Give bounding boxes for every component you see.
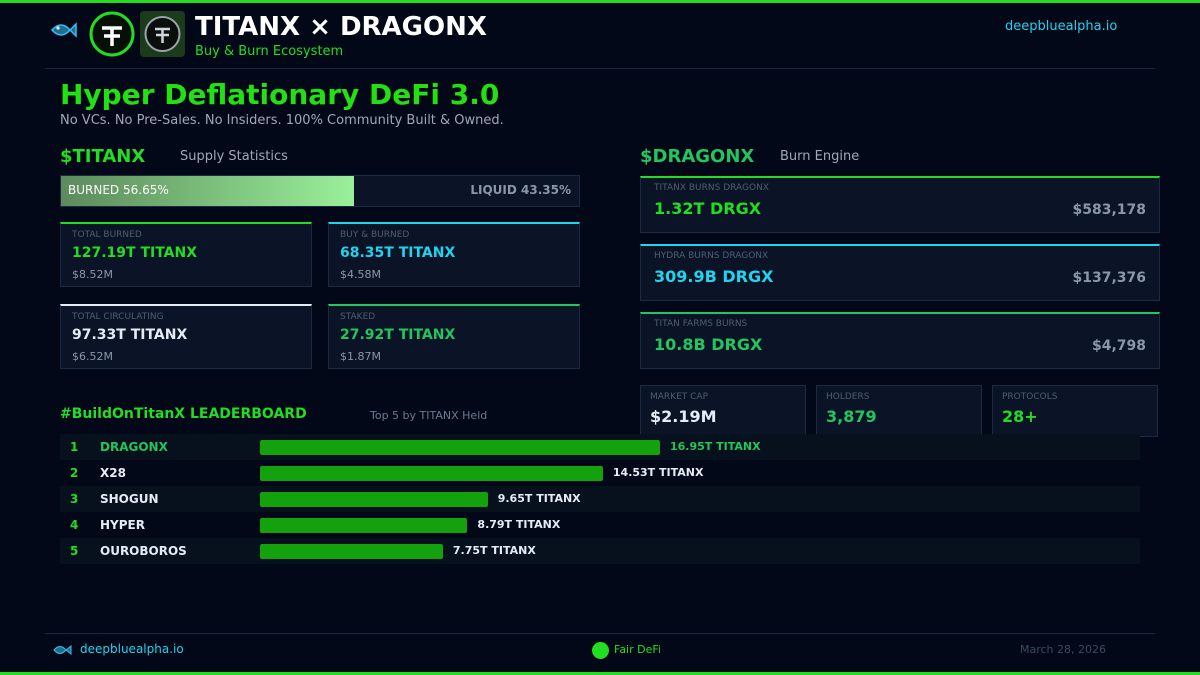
protocol-name: OUROBOROS [100,544,187,558]
burn-label: TITAN FARMS BURNS [654,319,748,329]
metric-label: PROTOCOLS [1002,392,1058,402]
burn-label: TITANX BURNS DRAGONX [654,183,769,193]
protocol-name: HYPER [100,518,145,532]
footer-date: March 28, 2026 [1020,643,1107,656]
rank: 3 [70,492,79,506]
burn-usd: $4,798 [1091,338,1146,354]
bar [260,544,443,559]
metric-value: 3,879 [826,407,877,426]
leaderboard-row: 4 HYPER 8.79T TITANX [60,512,1140,538]
card-value: 27.92T TITANX [340,327,456,343]
metric-card: MARKET CAP $2.19M [640,385,806,437]
footer-site[interactable]: deepbluealpha.io [80,642,184,656]
bar [260,518,468,533]
burn-card: TITAN FARMS BURNS 10.8B DRGX $4,798 [640,312,1160,369]
protocol-name: SHOGUN [100,492,159,506]
leaderboard-title: #BuildOnTitanX LEADERBOARD [60,406,307,422]
metric-value: 28+ [1002,407,1038,426]
segment-name: LIQUID [470,183,517,197]
titanx-heading: $TITANX [60,146,146,167]
fish-icon [50,22,77,38]
leaderboard-row: 3 SHOGUN 9.65T TITANX [60,486,1140,512]
stat-card: TOTAL BURNED 127.19T TITANX $8.52M [60,222,312,287]
metric-card: PROTOCOLS 28+ [992,385,1158,437]
value-label: 9.65T TITANX [497,492,581,505]
titanx-subheading: Supply Statistics [180,149,288,164]
metric-card: HOLDERS 3,879 [816,385,982,437]
burn-card: TITANX BURNS DRAGONX 1.32T DRGX $583,178 [640,176,1160,233]
header-site[interactable]: deepbluealpha.io [1005,19,1118,34]
bottom-border [0,672,1200,675]
stat-card: BUY & BURNED 68.35T TITANX $4.58M [328,222,580,287]
rank: 1 [70,440,79,454]
card-usd: $4.58M [340,268,381,281]
protocol-name: DRAGONX [100,440,168,454]
bar [260,440,660,455]
hero-subtitle: No VCs. No Pre-Sales. No Insiders. 100% … [60,113,504,128]
segment-value: 43.35% [521,183,571,197]
dragonx-heading: $DRAGONX [640,146,755,167]
rank: 2 [70,466,79,480]
card-label: BUY & BURNED [340,230,410,240]
footer-badge: Fair DeFi [614,643,661,656]
burn-value: 309.9B DRGX [654,267,774,286]
value-label: 16.95T TITANX [670,440,761,453]
header-subtitle: Buy & Burn Ecosystem [195,44,344,59]
dragonx-logo [140,11,185,57]
burn-label: HYDRA BURNS DRAGONX [654,251,769,261]
dragonx-subheading: Burn Engine [780,149,860,164]
card-usd: $8.52M [72,268,113,281]
metric-label: HOLDERS [826,392,870,402]
burn-card: HYDRA BURNS DRAGONX 309.9B DRGX $137,376 [640,244,1160,301]
burn-value: 10.8B DRGX [654,335,763,354]
supply-bar: BURNED 56.65% LIQUID 43.35% [60,175,580,207]
bar [260,492,488,507]
card-usd: $1.87M [340,350,381,363]
leaderboard-row: 2 X28 14.53T TITANX [60,460,1140,486]
card-value: 97.33T TITANX [72,327,188,343]
stat-card: TOTAL CIRCULATING 97.33T TITANX $6.52M [60,304,312,369]
bar [260,466,603,481]
card-value: 127.19T TITANX [72,245,198,261]
card-value: 68.35T TITANX [340,245,456,261]
stat-card: STAKED 27.92T TITANX $1.87M [328,304,580,369]
metric-label: MARKET CAP [650,392,708,402]
card-label: TOTAL CIRCULATING [72,312,164,322]
leaderboard-row: 1 DRAGONX 16.95T TITANX [60,434,1140,460]
rank: 5 [70,544,79,558]
burn-usd: $583,178 [1072,202,1146,218]
segment-value: 56.65% [122,183,169,197]
metric-value: $2.19M [650,407,717,426]
liquid-label: LIQUID 43.35% [470,183,571,197]
card-label: STAKED [340,312,376,322]
value-label: 7.75T TITANX [452,544,536,557]
top-border [0,0,1200,3]
burn-usd: $137,376 [1072,270,1146,286]
hero-title: Hyper Deflationary DeFi 3.0 [60,78,500,111]
header-title: TITANX × DRAGONX [195,12,487,42]
leaderboard-subtitle: Top 5 by TITANX Held [370,409,488,422]
rank: 4 [70,518,79,532]
burned-segment [61,176,355,206]
divider [45,68,1155,69]
value-label: 8.79T TITANX [477,518,561,531]
fish-icon [53,644,72,656]
card-usd: $6.52M [72,350,113,363]
value-label: 14.53T TITANX [612,466,704,479]
card-label: TOTAL BURNED [72,230,142,240]
protocol-name: X28 [100,466,126,480]
burned-label: BURNED 56.65% [68,183,169,197]
burn-value: 1.32T DRGX [654,199,762,218]
titanx-logo [89,11,135,57]
leaderboard-row: 5 OUROBOROS 7.75T TITANX [60,538,1140,564]
segment-name: BURNED [68,183,120,197]
badge-dot [592,642,609,659]
divider [45,633,1155,634]
